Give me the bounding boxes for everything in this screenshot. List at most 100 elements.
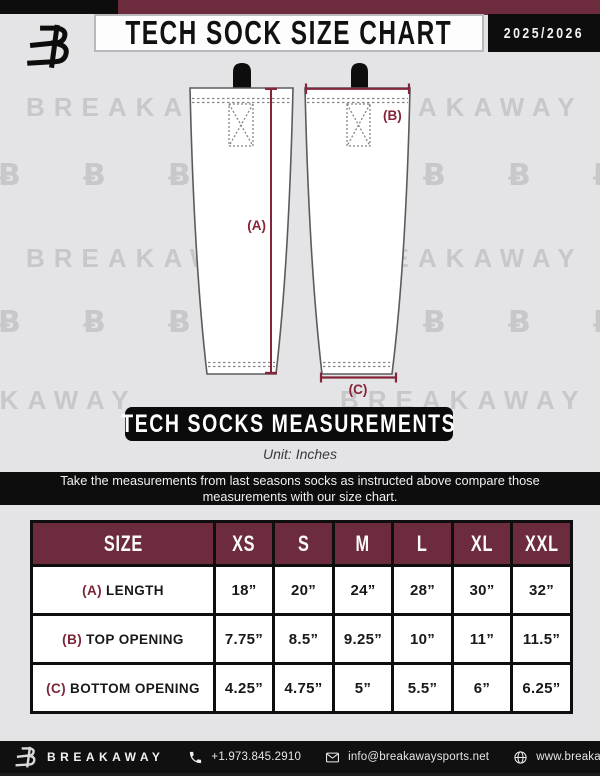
size-table: SIZE XS S M L XL XXL (A) LENGTH 18” 20” 24” 28” 30” 3… (30, 520, 573, 714)
size-value-cell: 11.5” (510, 613, 573, 665)
size-value-cell: 8.5” (272, 613, 335, 665)
col-header-label: XXL (524, 530, 559, 556)
measurements-banner-label: TECH SOCKS MEASUREMENTS (121, 409, 457, 438)
size-value-cell: 6” (451, 662, 513, 714)
label-c: (C) (349, 382, 368, 397)
col-header-m: M (332, 520, 394, 567)
footer-brand-group: BREAKAWAY (14, 745, 164, 769)
watermark-logo-glyph: Ƀ (168, 305, 191, 340)
row-label: (B) TOP OPENING (30, 613, 216, 665)
page-title: TECH SOCK SIZE CHART (125, 14, 453, 51)
measure-line-a (265, 87, 277, 375)
measure-line-c (319, 372, 398, 383)
watermark-logo-glyph: Ƀ (0, 305, 21, 340)
right-sock-outline (304, 87, 411, 375)
row-label-text: LENGTH (106, 582, 164, 598)
watermark-logo-glyph: Ƀ (168, 158, 191, 193)
right-sock-stitching (307, 97, 408, 368)
size-table-head: SIZE XS S M L XL XXL (30, 520, 573, 567)
measure-line-b (304, 83, 411, 94)
footer-bar: BREAKAWAY +1.973.845.2910 info@breakaway… (0, 741, 600, 776)
measurements-banner: TECH SOCKS MEASUREMENTS (122, 407, 455, 441)
size-value-cell: 10” (391, 613, 454, 665)
footer-email-label: info@breakawaysports.net (348, 751, 490, 763)
right-sock-tab (351, 63, 368, 88)
col-header-xl: XL (451, 520, 513, 567)
label-a: (A) (247, 218, 266, 233)
table-row: (B) TOP OPENING 7.75” 8.5” 9.25” 10” 11” 11.5” (30, 613, 573, 665)
footer-phone-label: +1.973.845.2910 (211, 751, 302, 763)
instruction-bar: Take the measurements from last seasons … (0, 472, 600, 505)
col-header-label: XL (470, 530, 494, 556)
row-label-text: BOTTOM OPENING (70, 680, 200, 696)
email-icon (326, 752, 340, 762)
breakaway-logo-icon (27, 24, 69, 69)
size-value-cell: 6.25” (510, 662, 573, 714)
col-header-xxl: XXL (510, 520, 573, 567)
col-header-l: L (391, 520, 454, 567)
row-label-prefix: (B) (62, 631, 83, 647)
col-header-size: SIZE (30, 520, 216, 567)
size-value-cell: 18” (213, 564, 275, 616)
label-b: (B) (383, 108, 402, 123)
instruction-text: Take the measurements from last seasons … (60, 473, 540, 504)
watermark-wordmark: BREAKAWAY (0, 385, 138, 415)
watermark-logo-glyph: Ƀ (423, 305, 446, 340)
col-header-label: SIZE (103, 530, 143, 556)
size-value-cell: 28” (391, 564, 454, 616)
col-header-label: M (355, 530, 371, 556)
breakaway-logo (24, 17, 74, 75)
globe-icon (514, 750, 527, 764)
size-value-cell: 11” (451, 613, 513, 665)
size-value-cell: 20” (272, 564, 335, 616)
size-value-cell: 9.25” (332, 613, 394, 665)
footer-website: www.breakawaysports.net (513, 750, 600, 765)
size-value-cell: 24” (332, 564, 394, 616)
footer-brand-name: BREAKAWAY (47, 750, 165, 764)
left-sock-stitching (192, 97, 291, 368)
footer-email: info@breakawaysports.net (325, 750, 489, 765)
sock-diagram: (A) (B) (C) (189, 63, 411, 397)
table-header-row: SIZE XS S M L XL XXL (30, 520, 573, 567)
row-label-prefix: (C) (46, 680, 67, 696)
table-row: (A) LENGTH 18” 20” 24” 28” 30” 32” (30, 564, 573, 616)
size-value-cell: 5” (332, 662, 394, 714)
watermark-logo-glyph: Ƀ (508, 305, 531, 340)
watermark-logo-glyph: Ƀ (83, 158, 106, 193)
col-header-label: XS (232, 530, 256, 556)
row-label: (C) BOTTOM OPENING (30, 662, 216, 714)
watermark-logo-glyph: Ƀ (508, 158, 531, 193)
table-row: (C) BOTTOM OPENING 4.25” 4.75” 5” 5.5” 6” 6.25” (30, 662, 573, 714)
watermark-logo-glyph: Ƀ (83, 305, 106, 340)
size-table-body: (A) LENGTH 18” 20” 24” 28” 30” 32” (B) TOP OPENIN… (30, 564, 573, 714)
row-label-text: TOP OPENING (86, 631, 184, 647)
page-title-band: TECH SOCK SIZE CHART (94, 14, 484, 52)
row-label: (A) LENGTH (30, 564, 216, 616)
season-badge: 2025/2026 (488, 14, 600, 52)
col-header-s: S (272, 520, 335, 567)
size-value-cell: 30” (451, 564, 513, 616)
row-label-prefix: (A) (82, 582, 103, 598)
left-sock-tab (233, 63, 251, 88)
col-header-label: L (417, 530, 428, 556)
watermark-logo-glyph: Ƀ (593, 158, 600, 193)
footer-website-label: www.breakawaysports.net (536, 751, 600, 763)
header-black-bar (0, 0, 118, 14)
col-header-label: S (297, 530, 310, 556)
left-sock-outline (189, 87, 294, 375)
footer-phone: +1.973.845.2910 (188, 750, 301, 765)
phone-icon (190, 751, 202, 763)
header-maroon-bar (118, 0, 600, 15)
size-value-cell: 4.75” (272, 662, 335, 714)
watermark-logo-glyph: Ƀ (423, 158, 446, 193)
size-value-cell: 5.5” (391, 662, 454, 714)
size-value-cell: 7.75” (213, 613, 275, 665)
watermark-logo-glyph: Ƀ (0, 158, 21, 193)
watermark-logo-glyph: Ƀ (593, 305, 600, 340)
unit-note: Unit: Inches (263, 446, 337, 462)
col-header-xs: XS (213, 520, 275, 567)
size-value-cell: 32” (510, 564, 573, 616)
size-value-cell: 4.25” (213, 662, 275, 714)
breakaway-footer-logo-icon (15, 746, 36, 768)
